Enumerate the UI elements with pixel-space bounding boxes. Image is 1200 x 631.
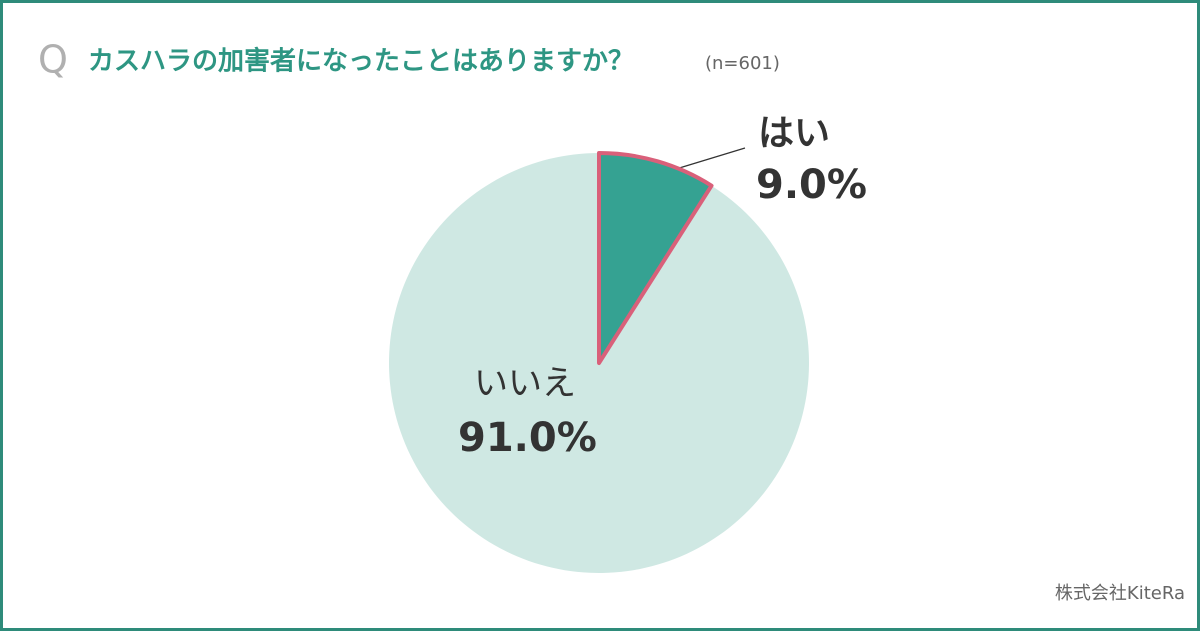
chart-title: カスハラの加害者になったことはありますか？: [88, 46, 634, 77]
q-mark: Q: [38, 38, 68, 82]
source: 株式会社KiteRa: [1055, 583, 1185, 604]
value-label: 9.0%: [756, 162, 867, 208]
sample-note: (n=601): [705, 53, 780, 74]
value-label: 91.0%: [458, 415, 597, 461]
pie-slice: [597, 151, 714, 365]
slice-label: はい: [758, 113, 830, 154]
slice-label: いいえ: [474, 364, 576, 404]
